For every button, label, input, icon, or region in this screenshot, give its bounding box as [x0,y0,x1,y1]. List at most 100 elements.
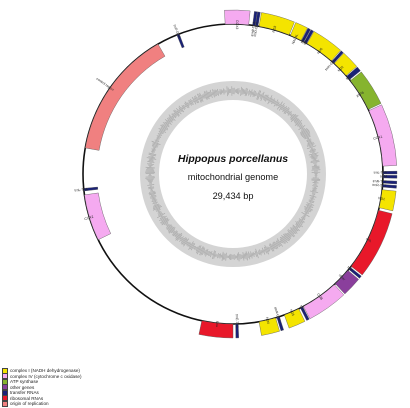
gc-content-tick [309,145,314,148]
gc-content-tick [292,224,300,232]
gc-content-tick [193,245,196,249]
gene-label: trnE-TTC [235,314,239,329]
gc-content-tick [256,90,260,100]
gc-content-tick [254,252,256,256]
gc-content-tick [180,237,186,244]
gene-label: trnR-TCT [373,179,387,184]
gc-content-tick [160,124,169,131]
gc-content-tick [157,134,161,137]
gc-content-tick [204,249,208,256]
gc-content-tick [309,202,312,204]
gc-content-tick [148,190,155,193]
gene-label: COX3 [235,20,239,29]
gc-content-tick [300,127,304,130]
gc-content-tick [282,106,286,110]
gc-content-tick [158,213,163,216]
gc-content-tick [261,247,266,255]
gc-content-tick [171,115,175,119]
gc-content-tick [216,90,218,95]
gc-content-tick [269,243,275,252]
gc-content-tick [187,242,191,247]
gc-content-tick [220,89,223,95]
legend-label: origin of replication [10,401,49,406]
gc-content-tick [186,102,190,107]
gc-content-tick [294,119,303,126]
gc-content-tick [183,238,190,247]
gc-content-tick [301,128,306,131]
gene-label: rrnL [365,237,372,243]
gc-content-tick [278,102,285,111]
gc-content-tick [311,196,315,199]
gc-content-tick [302,133,311,138]
gc-content-tick [198,247,202,253]
gc-content-tick [263,249,266,253]
gene-label: trnK [347,265,355,272]
gc-content-tick [147,163,155,165]
gc-content-tick [148,153,156,157]
gc-content-tick [180,237,184,242]
gc-content-tick [151,140,161,146]
gene-nd5 [284,308,306,329]
gene-nad4l [290,22,308,41]
legend-label: other genes [10,384,35,390]
gc-content-tick [168,226,175,233]
gc-content-tick [148,187,155,190]
gc-content-tick [147,161,155,163]
gc-content-tick [255,248,259,259]
gc-content-tick [291,114,297,121]
gc-content-tick [310,156,318,159]
gc-content-tick [158,127,167,134]
gc-content-tick [279,104,283,108]
gc-content-tick [307,140,312,143]
gc-content-tick [283,233,290,242]
gc-content-tick [311,166,320,169]
gc-content-tick [298,219,304,224]
gc-content-tick [157,212,166,219]
gc-content-tick [194,96,199,104]
gene-control-region [85,43,166,151]
gene-label: ATP6 [355,91,364,99]
gc-content-tick [280,105,285,111]
gc-content-tick [285,232,291,240]
gc-content-tick [188,100,192,106]
gc-content-tick [167,225,173,231]
gene-nd1 [378,189,397,212]
gene-trnr-tct [382,184,397,189]
gc-content-tick [165,121,170,125]
gc-content-tick [152,143,159,147]
gene-trna [301,27,311,43]
gc-content-tick [254,250,258,257]
gc-content-tick [309,197,315,200]
gc-content-tick [178,107,183,113]
gene-atp6 [350,71,382,110]
gc-content-tick [157,133,163,136]
gc-content-tick [250,251,253,259]
gc-content-tick [263,94,266,100]
gc-content-tick [307,141,313,145]
gc-content-tick [311,152,315,154]
gc-content-tick [184,103,188,109]
gc-content-tick [298,220,303,225]
gc-content-tick [199,246,204,256]
gene-label: ND3 [272,25,278,33]
gc-content-tick [152,146,157,149]
gc-content-tick [156,137,160,140]
gc-content-tick [148,156,156,159]
gc-content-tick [188,241,194,250]
gc-content-tick [210,250,213,258]
gc-content-tick [219,89,222,95]
gc-content-tick [279,240,282,244]
gc-content-tick [275,242,279,247]
gc-content-tick [206,90,210,100]
gc-content-tick [264,245,270,255]
legend-label: ribosomal RNAs [10,395,44,401]
gc-content-tick [161,218,169,224]
gc-content-tick [240,86,242,96]
gc-content-tick [152,147,156,150]
gc-content-tick [295,222,302,228]
gc-content-tick [308,152,319,156]
gc-content-tick [292,227,298,232]
gc-content-tick [298,218,305,223]
gc-content-tick [185,241,189,245]
